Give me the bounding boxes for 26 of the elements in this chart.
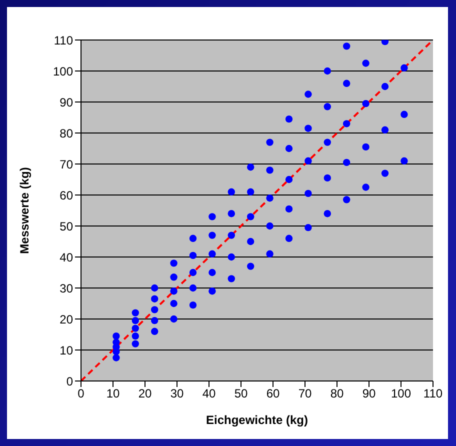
y-tick-label: 20 — [60, 312, 74, 326]
y-tick-label: 110 — [54, 33, 74, 48]
y-tick-label: 0 — [66, 374, 74, 388]
x-tick-label: 10 — [106, 386, 120, 401]
y-tick-label: 60 — [60, 188, 74, 202]
y-tick-label: 90 — [60, 95, 74, 110]
y-tick-label: 10 — [60, 343, 74, 358]
x-tick-label: 110 — [423, 386, 443, 401]
x-axis-title: Eichgewichte (kg) — [206, 413, 308, 427]
x-tick-label: 100 — [390, 386, 412, 401]
y-tick-label: 100 — [52, 64, 74, 78]
y-axis-title: Messwerte (kg) — [17, 167, 32, 254]
x-tick-label: 0 — [78, 386, 85, 401]
x-tick-label: 30 — [170, 386, 184, 401]
x-tick-label: 70 — [298, 386, 312, 401]
y-tick-label: 50 — [60, 219, 74, 234]
y-tick-label: 40 — [60, 250, 74, 264]
y-tick-label: 80 — [60, 126, 74, 140]
x-tick-label: 60 — [266, 386, 280, 401]
x-tick-label: 40 — [202, 386, 216, 401]
x-tick-label: 80 — [330, 386, 344, 401]
x-tick-label: 20 — [138, 386, 152, 401]
y-tick-label: 30 — [60, 281, 74, 296]
x-tick-label: 90 — [362, 386, 376, 401]
y-tick-label: 70 — [60, 157, 74, 172]
x-tick-label: 50 — [234, 386, 248, 401]
